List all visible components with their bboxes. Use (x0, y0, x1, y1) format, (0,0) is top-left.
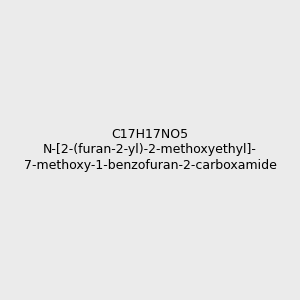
Text: C17H17NO5
N-[2-(furan-2-yl)-2-methoxyethyl]-
7-methoxy-1-benzofuran-2-carboxamid: C17H17NO5 N-[2-(furan-2-yl)-2-methoxyeth… (24, 128, 276, 172)
